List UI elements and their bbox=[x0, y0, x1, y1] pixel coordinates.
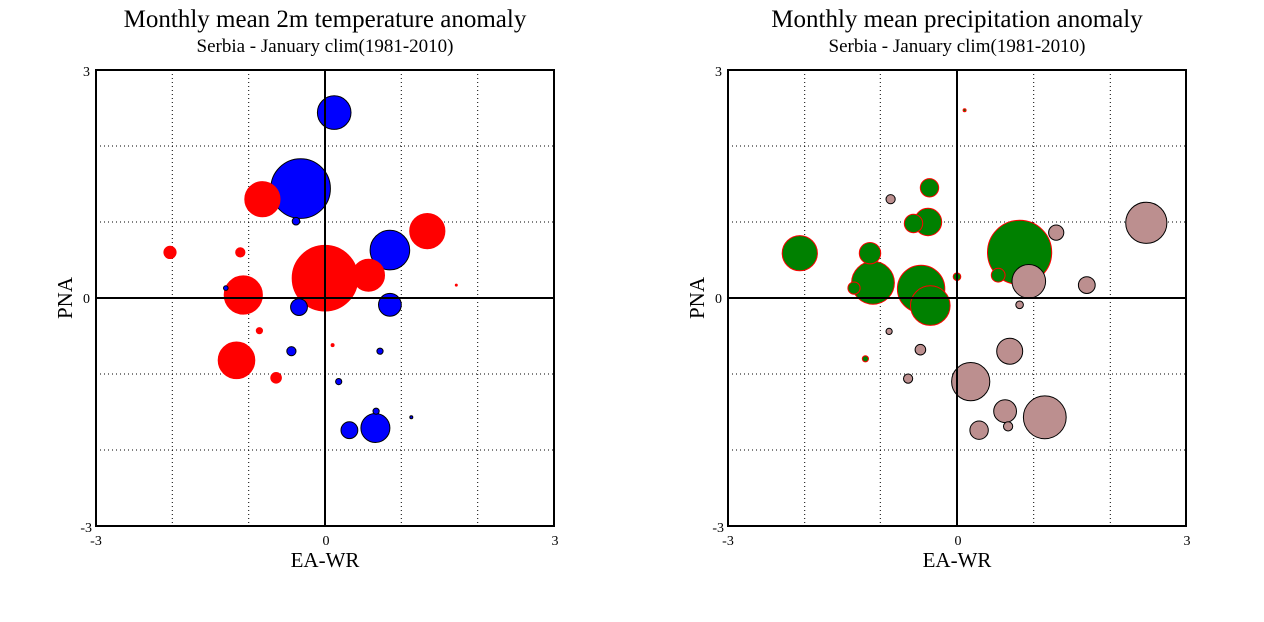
data-point-dry bbox=[1022, 395, 1067, 440]
data-point-neg bbox=[340, 421, 359, 440]
data-point-dry bbox=[996, 337, 1024, 365]
data-point-wet bbox=[781, 235, 818, 272]
data-point-neg bbox=[409, 415, 414, 420]
data-point-dry bbox=[1048, 224, 1065, 241]
x-tick-label: 0 bbox=[955, 534, 962, 549]
y-axis-label: PNA bbox=[685, 276, 709, 319]
data-point-neg bbox=[378, 292, 402, 317]
data-point-wet bbox=[861, 355, 870, 363]
data-point-pos bbox=[352, 258, 385, 292]
data-point-pos bbox=[255, 327, 263, 335]
data-point-pos bbox=[270, 372, 282, 384]
data-point-neg bbox=[223, 285, 229, 291]
data-point-neg bbox=[291, 216, 301, 226]
data-point-neg bbox=[270, 158, 331, 219]
x-tick-label: 3 bbox=[1184, 534, 1191, 549]
y-tick-label: 0 bbox=[715, 292, 722, 307]
data-point-dry bbox=[969, 420, 989, 440]
data-point-pos bbox=[409, 213, 446, 250]
data-point-pos bbox=[223, 275, 263, 315]
data-point-pos bbox=[217, 341, 256, 380]
data-point-dry bbox=[903, 373, 914, 384]
data-point-dry bbox=[1077, 276, 1096, 295]
data-point-neg bbox=[369, 229, 411, 271]
data-point-dry bbox=[1003, 421, 1014, 432]
x-tick-label: -3 bbox=[722, 534, 734, 549]
data-point-neg bbox=[286, 346, 297, 357]
data-point-wet bbox=[847, 281, 861, 295]
data-point-wet bbox=[858, 242, 882, 265]
data-point-neg bbox=[290, 298, 308, 317]
data-point-dry bbox=[885, 327, 893, 335]
data-point-wet bbox=[990, 267, 1006, 283]
bubble-series bbox=[781, 108, 1168, 440]
y-tick-label: -3 bbox=[712, 521, 724, 536]
bubble-series bbox=[163, 95, 458, 443]
data-point-dry bbox=[914, 343, 927, 356]
data-point-dry bbox=[1125, 201, 1168, 244]
data-point-dry bbox=[885, 194, 896, 205]
data-point-neg bbox=[360, 413, 391, 443]
zero-axes bbox=[96, 70, 554, 526]
data-point-pos bbox=[244, 181, 281, 218]
chart-subtitle: Serbia - January clim(1981-2010) bbox=[829, 36, 1086, 57]
data-point-dry bbox=[1015, 300, 1024, 310]
chart-title: Monthly mean precipitation anomaly bbox=[771, 6, 1143, 33]
data-point-wet bbox=[919, 178, 940, 198]
y-tick-label: 3 bbox=[715, 65, 722, 80]
plot-frame bbox=[727, 69, 1187, 527]
precipitation-anomaly-chart: Monthly mean precipitation anomaly Serbi… bbox=[685, 6, 1191, 572]
data-point-dry bbox=[951, 362, 991, 402]
data-point-neg bbox=[335, 378, 343, 386]
data-point-wet bbox=[910, 285, 951, 326]
x-tick-label: 0 bbox=[323, 534, 330, 549]
chart-title: Monthly mean 2m temperature anomaly bbox=[124, 6, 527, 33]
data-point-wet bbox=[903, 213, 924, 234]
data-point-pos bbox=[235, 247, 246, 258]
data-point-pos bbox=[163, 245, 177, 259]
data-point-dry bbox=[1011, 264, 1047, 299]
data-point-neg bbox=[316, 95, 352, 130]
temperature-anomaly-chart: Monthly mean 2m temperature anomaly Serb… bbox=[53, 6, 559, 572]
data-point-neg bbox=[376, 347, 384, 355]
x-axis-label: EA-WR bbox=[923, 548, 992, 572]
x-tick-label: -3 bbox=[90, 534, 102, 549]
y-axis-label: PNA bbox=[53, 276, 77, 319]
y-tick-label: -3 bbox=[80, 521, 92, 536]
x-axis-label: EA-WR bbox=[291, 548, 360, 572]
x-tick-label: 3 bbox=[552, 534, 559, 549]
data-point-neg bbox=[372, 407, 380, 415]
data-point-pos bbox=[454, 283, 458, 287]
data-point-wet bbox=[962, 108, 967, 113]
data-point-pos bbox=[330, 343, 335, 348]
plot-frame bbox=[95, 69, 555, 527]
y-tick-label: 0 bbox=[83, 292, 90, 307]
data-point-dry bbox=[993, 399, 1017, 424]
zero-axes bbox=[728, 70, 1186, 526]
y-tick-label: 3 bbox=[83, 65, 90, 80]
chart-subtitle: Serbia - January clim(1981-2010) bbox=[197, 36, 454, 57]
